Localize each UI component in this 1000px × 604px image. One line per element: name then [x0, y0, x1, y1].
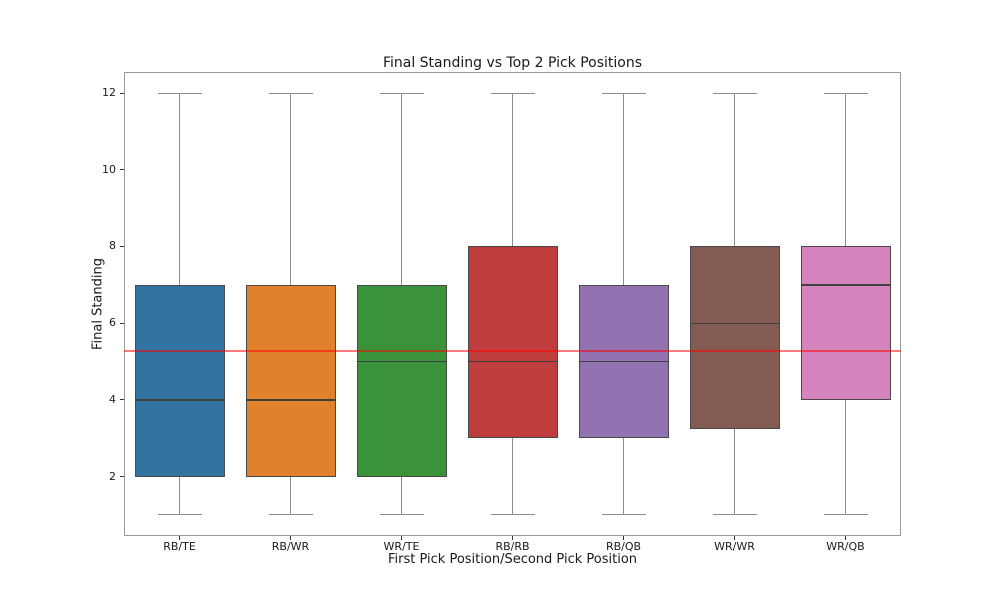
x-tick-label: RB/RB — [495, 540, 530, 553]
x-tick — [290, 536, 291, 540]
median-line — [134, 399, 225, 401]
x-tick-label: WR/WR — [714, 540, 755, 553]
x-axis-label: First Pick Position/Second Pick Position — [387, 552, 638, 567]
whisker — [401, 93, 402, 285]
y-axis-label: Final Standing — [90, 257, 106, 351]
x-tick — [845, 536, 846, 540]
y-tick — [120, 399, 124, 401]
median-line — [800, 284, 891, 286]
mean-reference-line — [124, 350, 901, 352]
x-tick — [734, 536, 735, 540]
whisker-cap-top — [268, 92, 313, 94]
whisker-cap-bottom — [490, 514, 535, 516]
median-line — [689, 322, 780, 324]
whisker — [623, 438, 624, 515]
x-tick-label: RB/WR — [271, 540, 310, 553]
median-line — [467, 361, 558, 363]
median-line — [578, 361, 669, 363]
whisker-cap-top — [490, 92, 535, 94]
whisker-cap-top — [601, 92, 646, 94]
x-tick-label: RB/TE — [163, 540, 196, 553]
chart-title: Final Standing vs Top 2 Pick Positions — [382, 55, 643, 71]
whisker — [845, 399, 846, 515]
x-tick-label: WR/TE — [383, 540, 420, 553]
y-tick — [120, 245, 124, 247]
y-tick — [120, 476, 124, 478]
whisker — [845, 93, 846, 247]
whisker — [512, 438, 513, 515]
y-tick-label: 4 — [109, 392, 116, 406]
whisker-cap-top — [379, 92, 424, 94]
median-line — [356, 361, 447, 363]
whisker-cap-bottom — [157, 514, 202, 516]
whisker — [512, 93, 513, 247]
x-tick-label: RB/QB — [605, 540, 642, 553]
x-tick-label: WR/QB — [826, 540, 865, 553]
whisker-cap-top — [157, 92, 202, 94]
boxplot-box-wr-te — [356, 284, 447, 477]
whisker — [290, 93, 291, 285]
whisker — [179, 476, 180, 515]
whisker-cap-bottom — [712, 514, 757, 516]
whisker — [623, 93, 624, 285]
whisker — [734, 428, 735, 515]
x-tick — [179, 536, 180, 540]
whisker-cap-bottom — [601, 514, 646, 516]
x-tick — [401, 536, 402, 540]
boxplot-box-wr-wr — [689, 246, 780, 429]
whisker-cap-bottom — [379, 514, 424, 516]
whisker-cap-bottom — [823, 514, 868, 516]
whisker — [401, 476, 402, 515]
boxplot-box-wr-qb — [800, 246, 891, 400]
boxplot-box-rb-wr — [245, 284, 336, 477]
y-tick — [120, 322, 124, 324]
whisker-cap-bottom — [268, 514, 313, 516]
y-tick — [120, 169, 124, 171]
boxplot-box-rb-rb — [467, 246, 558, 439]
whisker — [734, 93, 735, 247]
y-tick-label: 10 — [102, 162, 116, 176]
y-tick-label: 2 — [109, 469, 116, 483]
x-tick — [512, 536, 513, 540]
boxplot-box-rb-te — [134, 284, 225, 477]
whisker — [290, 476, 291, 515]
y-tick-label: 12 — [102, 86, 116, 100]
whisker-cap-top — [712, 92, 757, 94]
y-tick — [120, 92, 124, 94]
whisker-cap-top — [823, 92, 868, 94]
median-line — [245, 399, 336, 401]
y-tick-label: 6 — [109, 316, 116, 330]
y-tick-label: 8 — [109, 239, 116, 253]
whisker — [179, 93, 180, 285]
x-tick — [623, 536, 624, 540]
